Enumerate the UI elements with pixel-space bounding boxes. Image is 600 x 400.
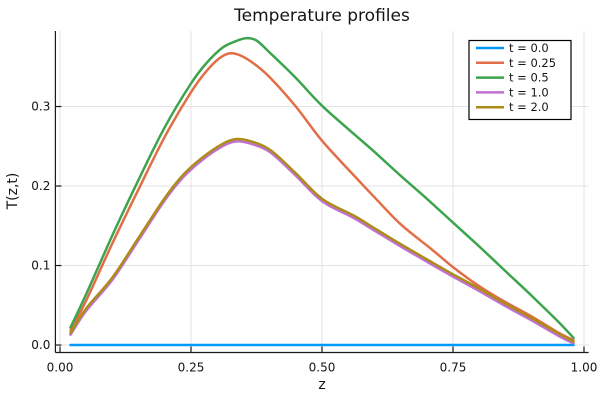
y-axis-label: T(z,t) <box>5 173 21 211</box>
x-tick-label: 1.00 <box>571 361 598 375</box>
legend-label: t = 1.0 <box>509 85 549 99</box>
axis-ticks <box>55 105 585 353</box>
legend-label: t = 2.0 <box>509 100 549 114</box>
y-tick-label: 0.2 <box>31 179 50 193</box>
x-tick-label: 0.75 <box>440 361 467 375</box>
chart-title: Temperature profiles <box>233 6 410 26</box>
x-tick-label: 0.25 <box>178 361 205 375</box>
y-tick-label: 0.1 <box>31 259 50 273</box>
legend-label: t = 0.0 <box>509 41 549 55</box>
y-tick-label: 0.3 <box>31 100 50 114</box>
x-tick-label: 0.00 <box>47 361 74 375</box>
series-line-4 <box>69 140 575 345</box>
series-line-5 <box>69 137 575 344</box>
series-lines <box>69 36 575 347</box>
legend-label: t = 0.25 <box>509 56 556 70</box>
x-axis-label: z <box>318 377 325 393</box>
series-line-2 <box>69 51 575 342</box>
x-tick-label: 0.50 <box>309 361 336 375</box>
legend-label: t = 0.5 <box>509 71 549 85</box>
tick-labels: 0.00 0.25 0.50 0.75 1.00 0.0 0.1 0.2 0.3 <box>31 100 597 375</box>
y-tick-label: 0.0 <box>31 338 50 352</box>
series-line-3 <box>69 36 575 340</box>
legend-box: t = 0.0t = 0.25t = 0.5t = 1.0t = 2.0 <box>468 39 572 121</box>
